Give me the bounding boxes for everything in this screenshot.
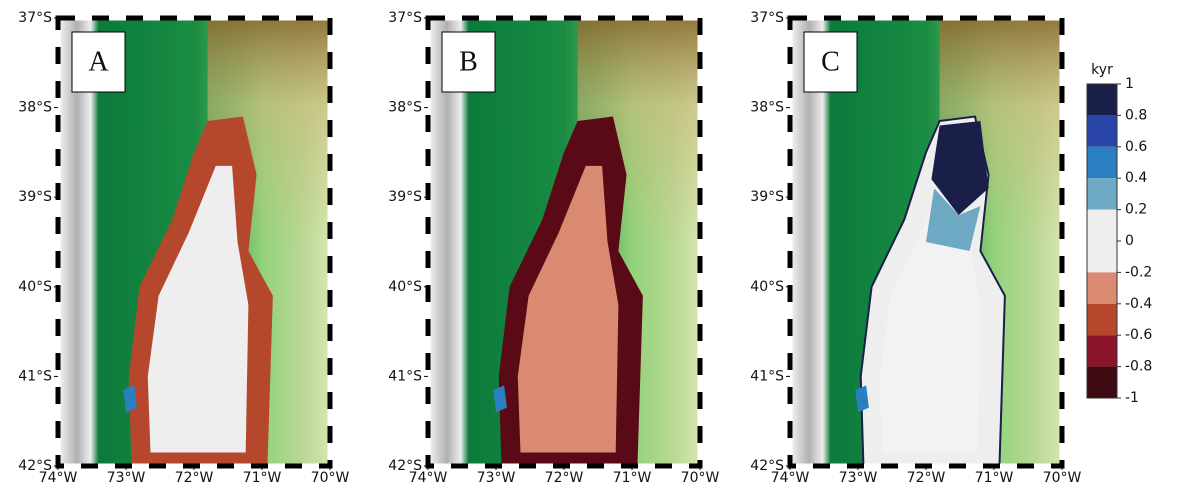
- lon-tick-label: 72°W: [175, 470, 214, 486]
- colorbar-tick-label: -0.4: [1125, 296, 1152, 312]
- lon-tick-label: 73°W: [839, 470, 878, 486]
- lon-tick-label: 70°W: [311, 470, 350, 486]
- colorbar-title: kyr: [1091, 62, 1113, 78]
- lat-tick-label: 38°S: [18, 100, 52, 116]
- colorbar-bin: [1087, 178, 1117, 209]
- panel-label: C: [821, 46, 840, 77]
- lat-tick-label: 37°S: [18, 10, 52, 26]
- colorbar-tick-label: 1: [1125, 76, 1134, 92]
- lon-tick-label: 74°W: [409, 470, 448, 486]
- lon-tick-label: 73°W: [107, 470, 146, 486]
- colorbar-tick-label: 0.6: [1125, 139, 1147, 155]
- lon-tick-label: 72°W: [545, 470, 584, 486]
- colorbar-tick-label: 0.4: [1125, 170, 1147, 186]
- colorbar-bin: [1087, 304, 1117, 335]
- colorbar-bin: [1087, 147, 1117, 178]
- colorbar-bin: [1087, 335, 1117, 366]
- lat-tick-label: 39°S: [388, 189, 422, 205]
- lat-tick-label: 41°S: [18, 368, 52, 384]
- lon-tick-label: 70°W: [1043, 470, 1082, 486]
- panel-label: B: [459, 46, 478, 77]
- lat-tick-label: 40°S: [750, 279, 784, 295]
- colorbar-bin: [1087, 272, 1117, 303]
- colorbar-tick-label: -0.6: [1125, 327, 1152, 343]
- lon-tick-label: 71°W: [975, 470, 1014, 486]
- colorbar-bin: [1087, 210, 1117, 241]
- colorbar-bin: [1087, 367, 1117, 398]
- lat-tick-label: 39°S: [18, 189, 52, 205]
- figure: A37°S38°S39°S40°S41°S42°S74°W73°W72°W71°…: [0, 0, 1199, 486]
- lon-tick-label: 73°W: [477, 470, 516, 486]
- lon-tick-label: 74°W: [39, 470, 78, 486]
- lon-tick-label: 70°W: [681, 470, 720, 486]
- lat-tick-label: 41°S: [388, 368, 422, 384]
- lon-tick-label: 72°W: [907, 470, 946, 486]
- colorbar-bin: [1087, 115, 1117, 146]
- lat-tick-label: 37°S: [388, 10, 422, 26]
- lat-tick-label: 41°S: [750, 368, 784, 384]
- lat-tick-label: 39°S: [750, 189, 784, 205]
- panel-label: A: [88, 46, 109, 77]
- colorbar-tick-label: 0: [1125, 233, 1134, 249]
- lon-tick-label: 71°W: [613, 470, 652, 486]
- colorbar-tick-label: -0.2: [1125, 264, 1152, 280]
- lon-tick-label: 74°W: [771, 470, 810, 486]
- colorbar-bin: [1087, 241, 1117, 272]
- colorbar-bin: [1087, 84, 1117, 115]
- lat-tick-label: 40°S: [388, 279, 422, 295]
- lon-tick-label: 71°W: [243, 470, 282, 486]
- colorbar-tick-label: 0.2: [1125, 202, 1147, 218]
- lat-tick-label: 40°S: [18, 279, 52, 295]
- lat-tick-label: 38°S: [388, 100, 422, 116]
- colorbar-tick-label: -0.8: [1125, 359, 1152, 375]
- colorbar-tick-label: 0.8: [1125, 107, 1147, 123]
- colorbar-tick-label: -1: [1125, 390, 1139, 406]
- lat-tick-label: 37°S: [750, 10, 784, 26]
- lat-tick-label: 38°S: [750, 100, 784, 116]
